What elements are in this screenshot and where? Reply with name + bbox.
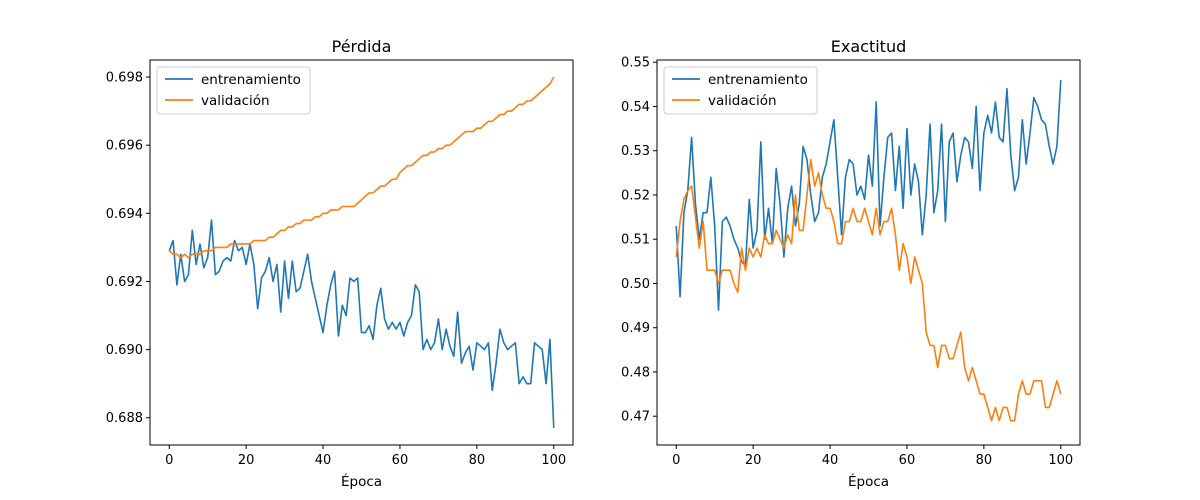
x-tick-label: 0 bbox=[672, 453, 680, 468]
x-tick-label: 0 bbox=[165, 453, 173, 468]
series-line-entrenamiento bbox=[168, 219, 555, 428]
y-tick-label: 0.54 bbox=[621, 100, 650, 115]
chart-title: Pérdida bbox=[332, 37, 392, 56]
x-tick-label: 60 bbox=[392, 453, 409, 468]
plot-frame bbox=[149, 59, 574, 446]
legend: entrenamiento validación bbox=[156, 66, 311, 115]
y-tick-label: 0.698 bbox=[106, 71, 143, 86]
y-tick-label: 0.48 bbox=[621, 365, 650, 380]
x-axis-label: Época bbox=[341, 473, 382, 490]
chart-title: Exactitud bbox=[831, 37, 906, 56]
chart-panel-1: Pérdida 0 20 40 60 80 100 0.688 0.690 0.692 0.694 0… bbox=[106, 37, 574, 490]
series-line-validacion bbox=[168, 76, 555, 259]
y-tick-label: 0.50 bbox=[621, 277, 650, 292]
legend-box bbox=[156, 66, 311, 115]
x-tick-label: 20 bbox=[745, 453, 762, 468]
x-tick-label: 40 bbox=[315, 453, 332, 468]
plot-frame bbox=[656, 59, 1081, 446]
y-tick-label: 0.692 bbox=[106, 275, 143, 290]
x-axis-label: Época bbox=[848, 473, 889, 490]
x-tick-label: 20 bbox=[238, 453, 255, 468]
y-tick-label: 0.49 bbox=[621, 321, 650, 336]
y-tick-label: 0.53 bbox=[621, 144, 650, 159]
y-tick-label: 0.688 bbox=[106, 411, 143, 426]
x-tick-label: 80 bbox=[469, 453, 486, 468]
x-tick-label: 100 bbox=[541, 453, 566, 468]
x-tick-label: 80 bbox=[976, 453, 993, 468]
legend-label: validación bbox=[708, 93, 777, 109]
legend: entrenamiento validación bbox=[663, 66, 818, 115]
y-tick-label: 0.51 bbox=[621, 233, 650, 248]
y-tick-label: 0.47 bbox=[621, 410, 650, 425]
x-tick-label: 40 bbox=[822, 453, 839, 468]
y-tick-label: 0.52 bbox=[621, 188, 650, 203]
series-line-validacion bbox=[675, 158, 1062, 422]
legend-label: validación bbox=[201, 93, 270, 109]
x-tick-label: 100 bbox=[1048, 453, 1073, 468]
legend-label: entrenamiento bbox=[708, 72, 808, 88]
x-tick-label: 60 bbox=[899, 453, 916, 468]
legend-box bbox=[663, 66, 818, 115]
y-tick-label: 0.694 bbox=[106, 207, 143, 222]
legend-label: entrenamiento bbox=[201, 72, 301, 88]
y-tick-label: 0.696 bbox=[106, 139, 143, 154]
y-tick-label: 0.55 bbox=[621, 56, 650, 71]
y-tick-label: 0.690 bbox=[106, 343, 143, 358]
chart-panel-2: Exactitud 0 20 40 60 80 100 0.47 0.48 0.49 0.50 0.5… bbox=[621, 37, 1081, 490]
